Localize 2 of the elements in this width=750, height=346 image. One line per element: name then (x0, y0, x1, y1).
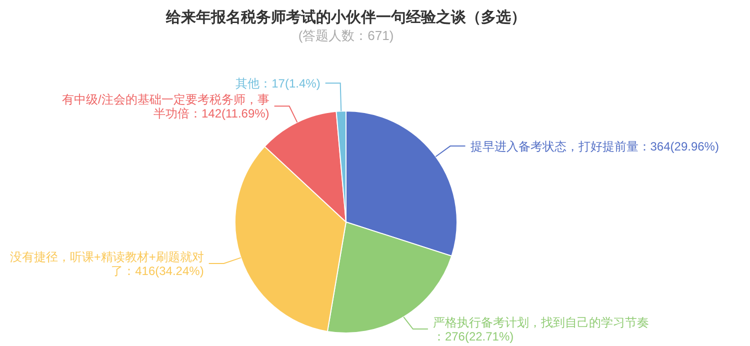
chart-subtitle: (答题人数：671) (298, 28, 394, 43)
chart-title: 给来年报名税务师考试的小伙伴一句经验之谈（多选） (165, 8, 526, 26)
